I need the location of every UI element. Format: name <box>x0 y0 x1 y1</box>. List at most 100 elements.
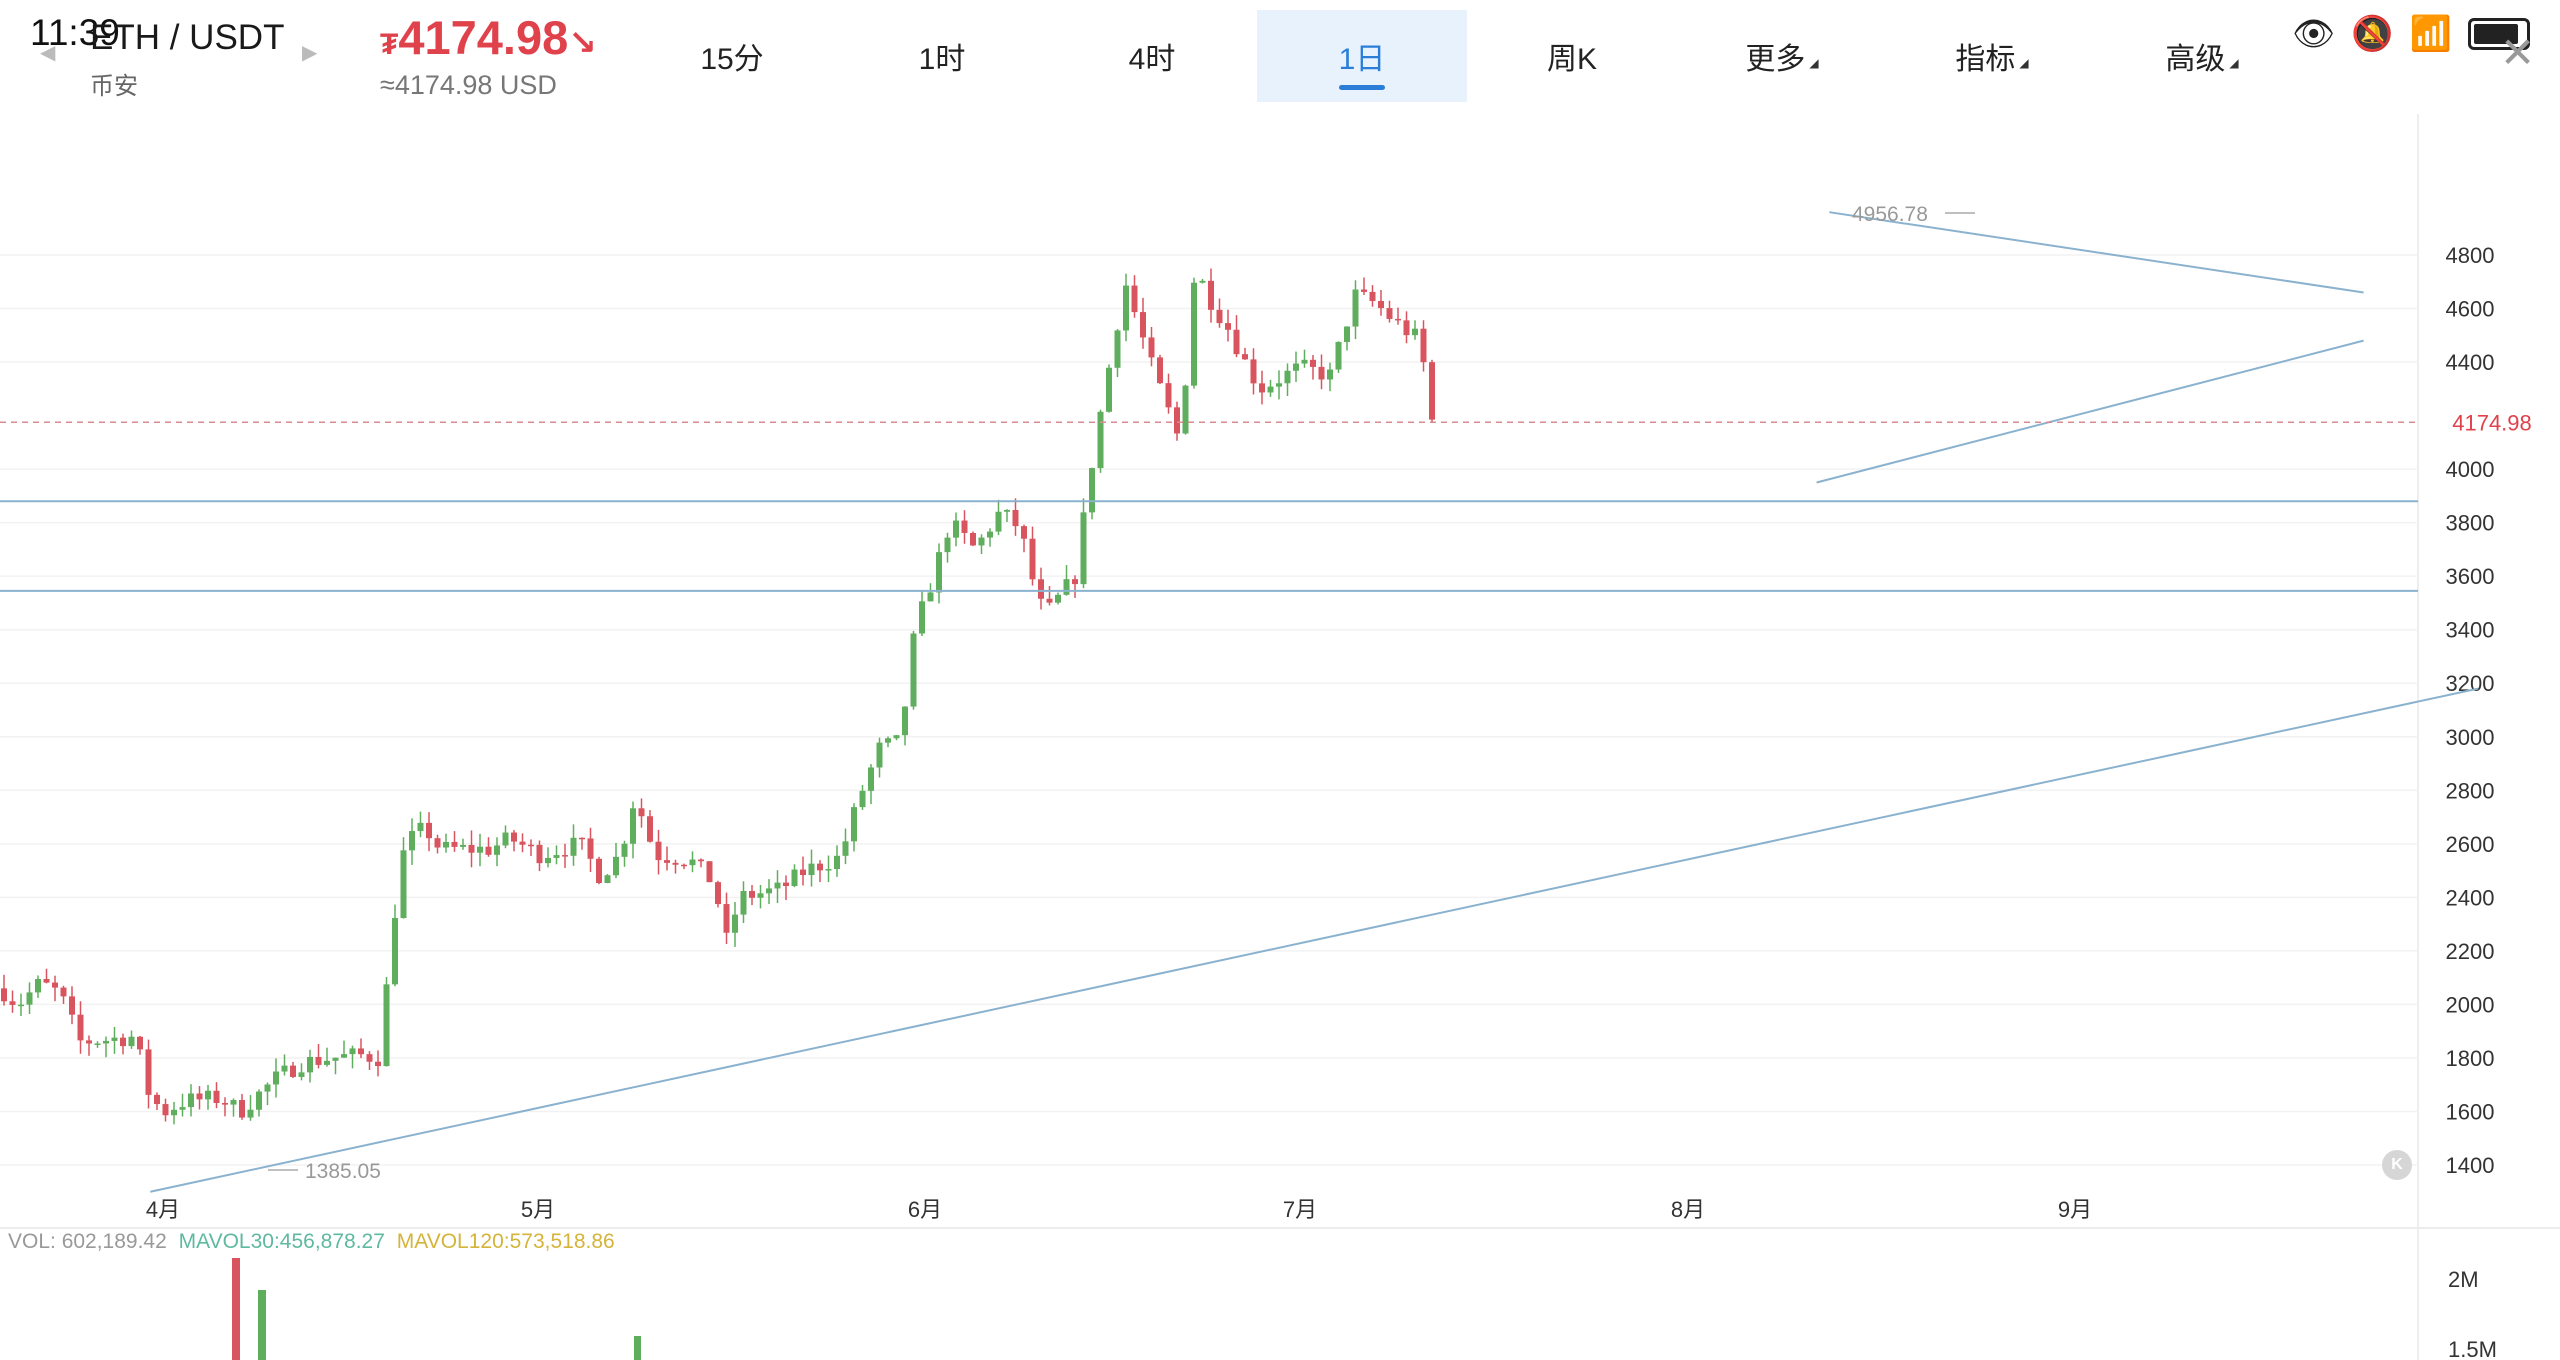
candle-body <box>171 1109 177 1116</box>
candle-body <box>859 790 866 808</box>
y-tick-label: 1400 <box>2446 1153 2495 1178</box>
eye-icon[interactable]: 👁 <box>2292 15 2336 53</box>
prev-pair-icon[interactable]: ◀ <box>40 42 56 64</box>
close-icon[interactable]: ✕ <box>2500 29 2536 76</box>
tab-5[interactable]: 更多 ◢ <box>1677 10 1887 102</box>
candle-body <box>451 841 458 847</box>
candle-body <box>978 537 985 546</box>
candle-body <box>511 832 517 842</box>
y-tick-label: 2200 <box>2446 939 2495 964</box>
volume-tick-label: 1.5M <box>2448 1337 2497 1360</box>
active-tab-indicator <box>1339 85 1385 90</box>
candle-body <box>1293 363 1299 371</box>
candle-body <box>868 767 874 791</box>
candle-body <box>1012 509 1019 527</box>
candle-body <box>825 869 832 871</box>
current-price-label: 4174.98 <box>2452 410 2532 435</box>
y-tick-label: 4600 <box>2446 297 2495 322</box>
candle-body <box>281 1065 288 1072</box>
candle-body <box>460 844 466 847</box>
tab-label: 15分 <box>700 43 764 76</box>
candle-body <box>570 837 577 856</box>
candle-body <box>579 837 585 840</box>
down-arrow-icon: ↘ <box>568 24 597 62</box>
k-toggle-button[interactable]: K <box>2382 1150 2412 1180</box>
tab-label: 高级 <box>2165 43 2226 76</box>
candle-body <box>137 1036 143 1050</box>
candle-body <box>1259 383 1265 393</box>
vol-value: VOL: 602,189.42 <box>8 1230 167 1253</box>
candle-body <box>766 888 772 894</box>
tab-0[interactable]: 15分 <box>627 10 837 102</box>
y-tick-label: 1800 <box>2446 1046 2495 1071</box>
candle-body <box>409 831 415 851</box>
candle-body <box>1106 367 1112 412</box>
candle-body <box>1284 370 1291 384</box>
candle-body <box>834 855 840 870</box>
tab-6[interactable]: 指标 ◢ <box>1887 10 2097 102</box>
exchange-label: 币安 <box>90 73 138 100</box>
y-tick-label: 4000 <box>2446 457 2495 482</box>
candle-body <box>604 875 611 884</box>
candle-body <box>1242 354 1248 360</box>
candle-body <box>94 1043 101 1045</box>
candle-body <box>995 511 1002 532</box>
candle-body <box>1301 359 1308 364</box>
candle-body <box>9 1001 16 1005</box>
candle-body <box>630 808 636 844</box>
tab-3[interactable]: 1日 <box>1257 10 1467 102</box>
y-tick-label: 3600 <box>2446 564 2495 589</box>
candle-body <box>970 532 976 546</box>
tab-2[interactable]: 4时 <box>1047 10 1257 102</box>
tether-icon: ₮ <box>380 28 399 61</box>
candle-body <box>1191 282 1197 386</box>
last-price-value: 4174.98 <box>398 11 569 64</box>
candle-body <box>1046 598 1053 603</box>
pair-title[interactable]: ETH / USDT <box>90 18 285 57</box>
trendline <box>1829 211 2364 294</box>
candle-body <box>77 1014 84 1041</box>
candle-body <box>1250 359 1257 384</box>
y-tick-label: 3200 <box>2446 671 2495 696</box>
tab-4[interactable]: 周K <box>1467 10 1677 102</box>
candle-body <box>222 1103 228 1105</box>
candle-body <box>1412 328 1418 336</box>
y-tick-label: 4400 <box>2446 350 2495 375</box>
candle-body <box>655 841 662 861</box>
candle-body <box>732 914 738 933</box>
volume-bar <box>258 1290 266 1360</box>
candle-body <box>290 1065 296 1077</box>
tab-label: 更多 <box>1745 43 1806 76</box>
candle-body <box>332 1057 339 1061</box>
candle-body <box>145 1049 152 1095</box>
tab-1[interactable]: 1时 <box>837 10 1047 102</box>
candle-body <box>893 735 900 739</box>
candle-body <box>69 996 75 1015</box>
x-tick-label: 8月 <box>1671 1197 1705 1222</box>
candle-body <box>1403 320 1410 336</box>
candle-body <box>1097 411 1104 469</box>
candle-body <box>86 1040 92 1044</box>
candle-body <box>1395 318 1401 321</box>
next-pair-icon[interactable]: ▶ <box>302 42 318 64</box>
price-usd: ≈4174.98 USD <box>380 70 557 100</box>
candle-body <box>927 592 934 602</box>
tab-7[interactable]: 高级 ◢ <box>2097 10 2307 102</box>
candle-body <box>749 891 755 898</box>
x-tick-label: 6月 <box>908 1197 942 1222</box>
candle-body <box>1267 386 1274 393</box>
candle-body <box>681 864 687 867</box>
candle-body <box>1080 512 1087 585</box>
candle-body <box>672 862 679 865</box>
candle-body <box>1114 330 1121 368</box>
candle-body <box>791 869 798 886</box>
volume-legend: VOL: 602,189.42 MAVOL30:456,878.27 MAVOL… <box>8 1230 621 1254</box>
candle-body <box>43 979 50 983</box>
candle-body <box>60 987 67 997</box>
candle-body <box>1165 383 1172 408</box>
dropdown-icon: ◢ <box>2229 56 2239 70</box>
dropdown-icon: ◢ <box>1809 56 1819 70</box>
candle-body <box>1089 468 1095 513</box>
candle-body <box>400 850 407 919</box>
